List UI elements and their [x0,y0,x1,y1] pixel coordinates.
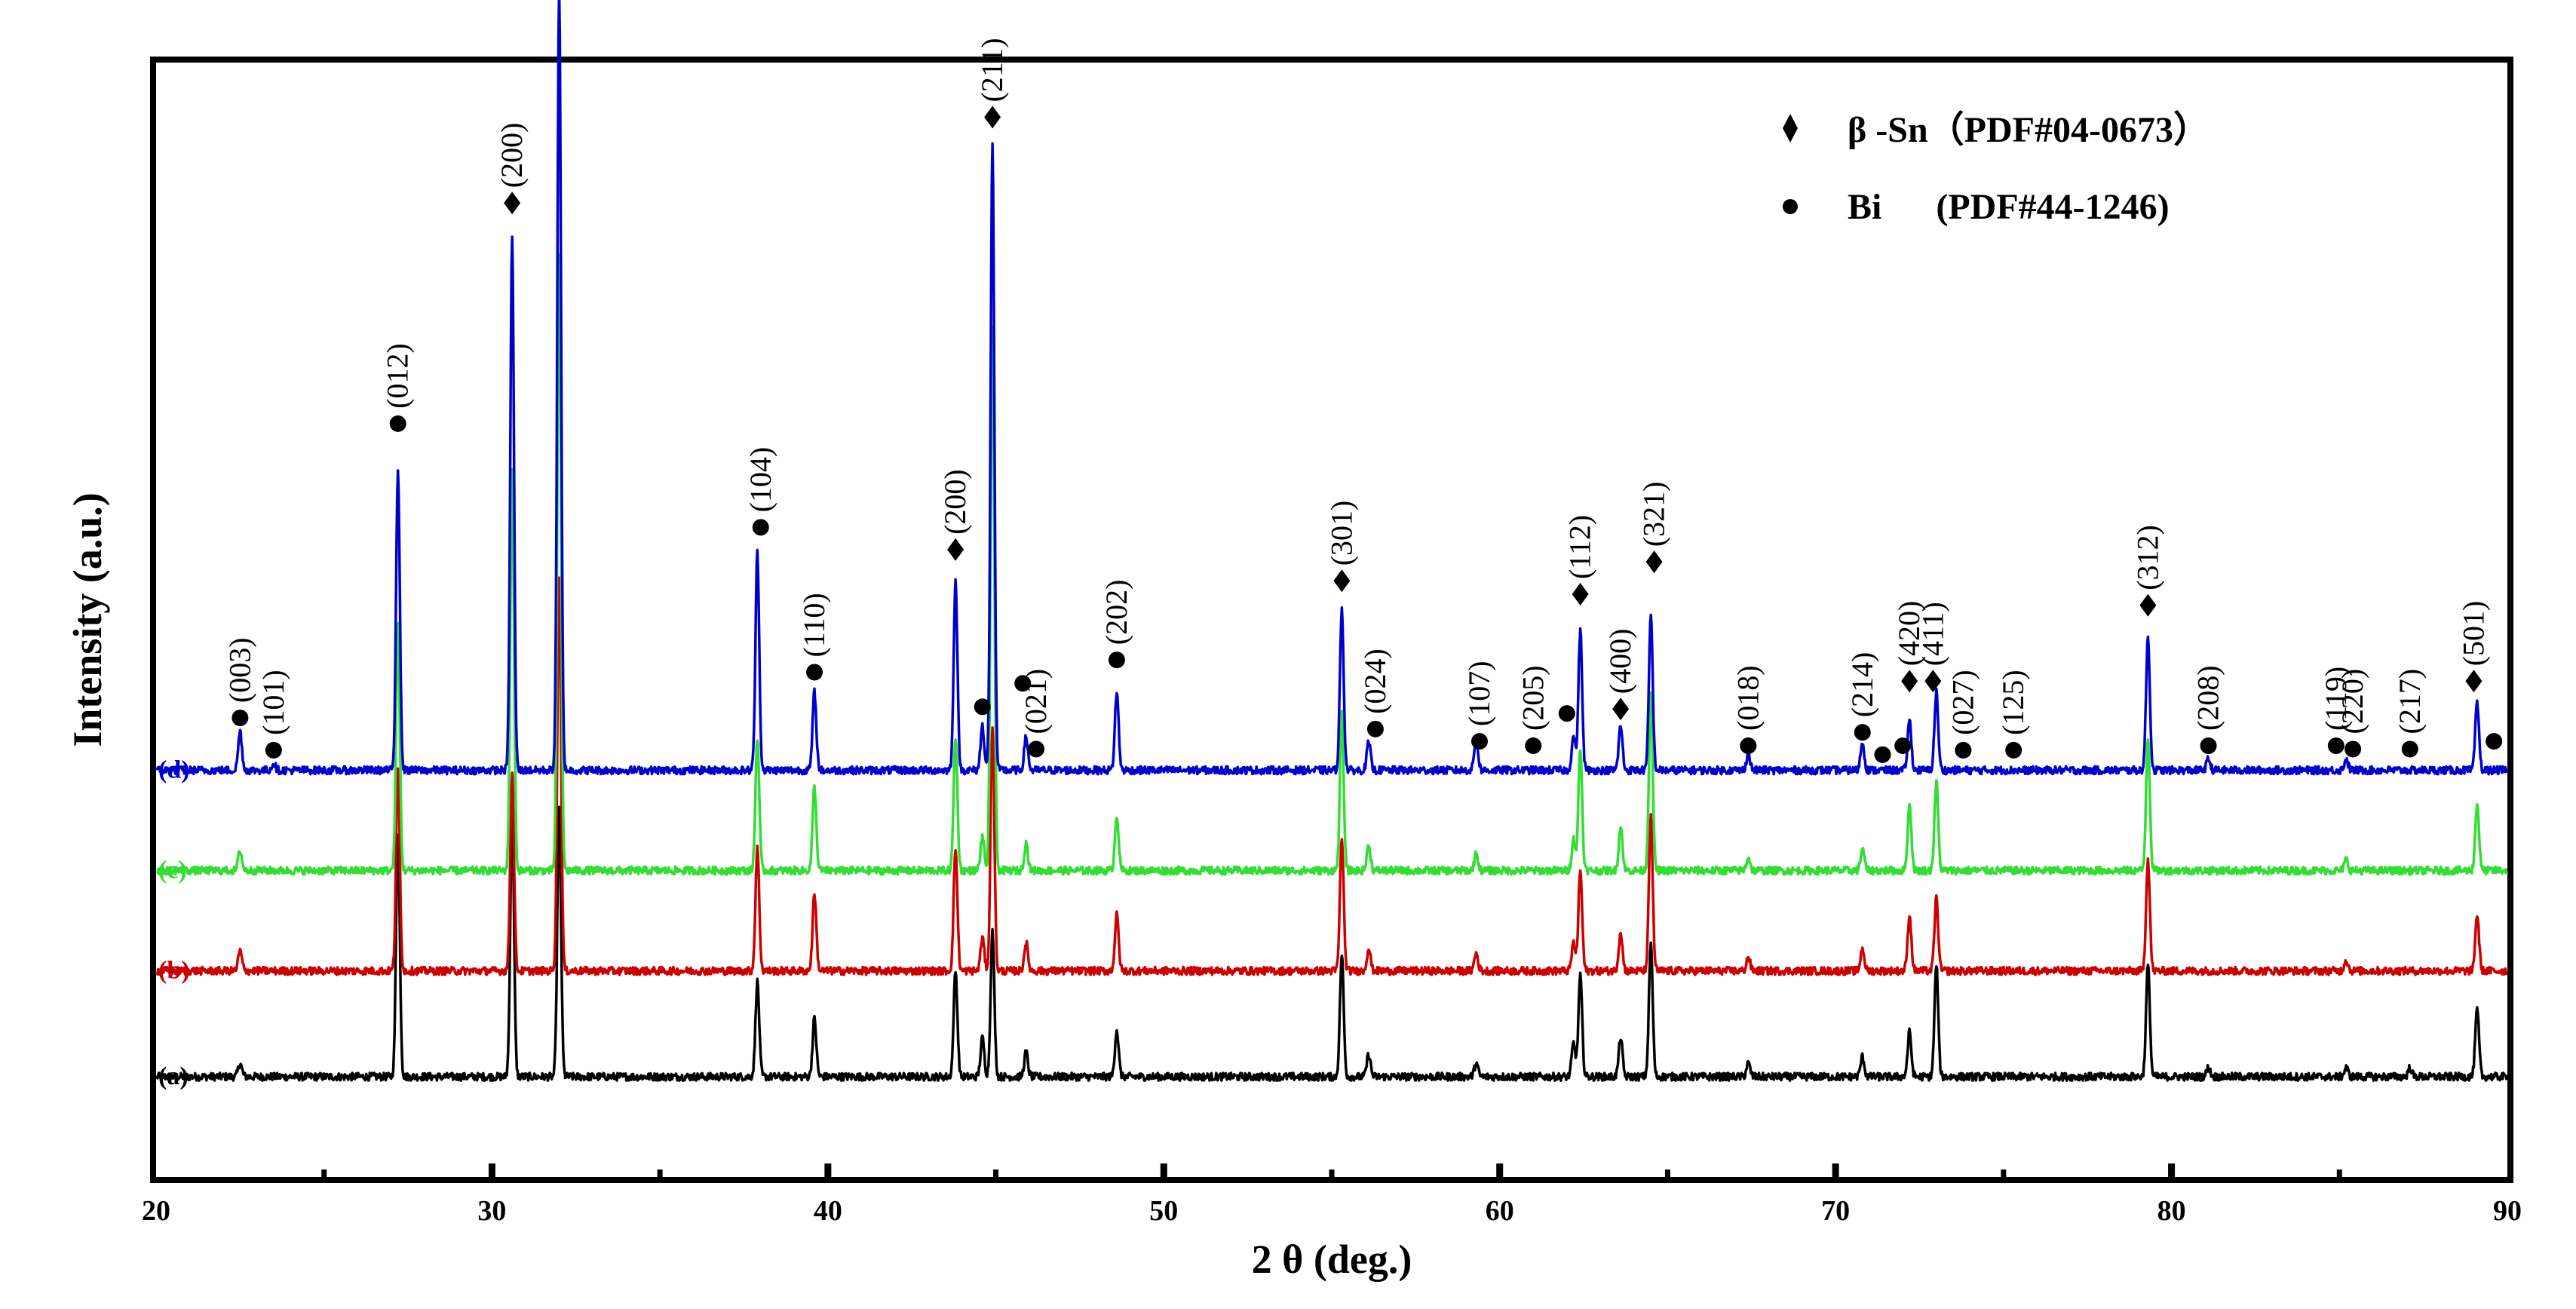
peak-label-9: (211) [975,38,1009,102]
peak-marker-circle-6 [806,664,823,681]
peak-marker-diamond-19 [1612,697,1630,721]
peak-label-29: (312) [2130,525,2164,590]
peak-label-12: (202) [1099,580,1133,645]
legend: β -Sn（PDF#04-0673） Bi (PDF#44-1246) [1783,110,2210,227]
peak-marker-diamond-9 [984,106,1001,129]
peak-marker-circle-10 [1014,675,1032,692]
peak-label-11: (021) [1019,669,1053,734]
peak-marker-circle-11 [1028,740,1045,758]
peak-label-27: (027) [1946,670,1980,735]
peak-label-30: (208) [2191,665,2225,731]
peak-label-25: (420) [1892,601,1926,667]
peak-marker-circle-27 [1955,741,1972,759]
series-line-1 [155,576,2508,976]
peak-marker-circle-23 [1874,746,1891,763]
peak-marker-diamond-34 [2465,670,2482,693]
peak-marker-circle-32 [2344,740,2362,758]
series-line-3 [155,0,2508,776]
peak-marker-diamond-13 [1333,569,1351,593]
legend-entry-bi: Bi (PDF#44-1246) [1848,187,2170,227]
peak-marker-circle-30 [2200,737,2217,755]
peak-label-7: (200) [938,469,972,535]
series-line-0 [155,805,2508,1082]
peak-marker-circle-0 [232,710,249,727]
peak-marker-circle-1 [265,741,282,759]
x-tick-label-50: 50 [1149,1195,1178,1227]
peak-marker-circle-22 [1854,724,1871,741]
peak-marker-diamond-7 [947,538,964,561]
peak-label-5: (104) [744,447,777,513]
x-tick-label-20: 20 [142,1195,170,1227]
x-tick-label-60: 60 [1486,1195,1514,1227]
peak-marker-circle-31 [2327,737,2344,755]
peak-marker-circle-16 [1525,737,1542,755]
peak-marker-circle-12 [1108,651,1125,669]
plot-frame [150,57,2513,1183]
peak-label-16: (205) [1516,665,1550,731]
peak-marker-circle-17 [1558,705,1575,722]
peak-label-22: (214) [1845,652,1879,718]
peak-marker-circle-8 [974,698,991,716]
peak-marker-circle-24 [1894,737,1912,755]
series-label-1: (b) [158,957,190,985]
peak-marker-diamond-26 [1924,670,1942,693]
peak-label-2: (012) [381,343,415,409]
peak-marker-circle-5 [752,519,769,536]
x-tick-label-30: 30 [477,1195,506,1227]
peak-label-3: (200) [495,123,529,189]
peak-label-34: (501) [2456,601,2490,667]
peak-label-21: (018) [1731,665,1765,731]
peak-label-28: (125) [1996,670,2030,735]
peak-marker-diamond-20 [1645,550,1663,574]
legend-circle-icon [1783,199,1798,214]
x-tick-label-90: 90 [2493,1195,2522,1227]
peak-label-19: (400) [1603,629,1637,694]
peak-label-0: (003) [222,637,256,703]
x-tick-label-80: 80 [2157,1195,2186,1227]
peak-label-18: (112) [1563,515,1597,579]
peak-label-32: (220) [2335,669,2369,734]
legend-entry-beta-sn: β -Sn（PDF#04-0673） [1848,110,2210,150]
series-label-0: (a) [158,1062,189,1090]
peak-marker-circle-21 [1740,737,1757,755]
series-label-3: (d) [158,756,190,784]
peak-label-26: (411) [1915,602,1949,666]
peak-marker-diamond-18 [1572,583,1589,606]
peak-label-14: (024) [1358,648,1392,714]
peak-marker-diamond-25 [1901,670,1918,693]
series-label-2: (c) [158,857,187,884]
x-tick-label-40: 40 [814,1195,842,1227]
peak-label-1: (101) [256,670,290,735]
series-line-2 [156,253,2508,876]
peak-label-20: (321) [1637,482,1671,547]
peak-marker-circle-14 [1366,720,1384,737]
peak-marker-circle-35 [2486,733,2503,750]
series-layer: (a) (b) (c) (d) [155,0,2508,1090]
annotation-layer: (003)(101)(012)(200)(101)(104)(110)(200)… [222,38,2503,763]
legend-diamond-icon [1783,114,1798,143]
peak-label-31: (119) [2319,667,2353,731]
peak-label-6: (110) [797,593,831,657]
y-axis-title: Intensity (a.u.) [65,492,110,747]
peak-marker-circle-33 [2401,740,2418,758]
peak-label-33: (217) [2393,669,2427,734]
x-axis: 20 30 40 50 60 70 80 90 [142,1163,2522,1227]
peak-label-15: (107) [1462,661,1496,726]
peak-marker-circle-15 [1470,733,1488,750]
peak-marker-diamond-3 [504,192,521,215]
peak-label-13: (301) [1324,501,1358,566]
peak-marker-circle-28 [2005,741,2022,759]
peak-marker-diamond-29 [2139,593,2157,617]
x-tick-label-70: 70 [1821,1195,1850,1227]
peak-marker-circle-2 [389,415,406,432]
x-axis-title: 2 θ (deg.) [1252,1237,1412,1282]
